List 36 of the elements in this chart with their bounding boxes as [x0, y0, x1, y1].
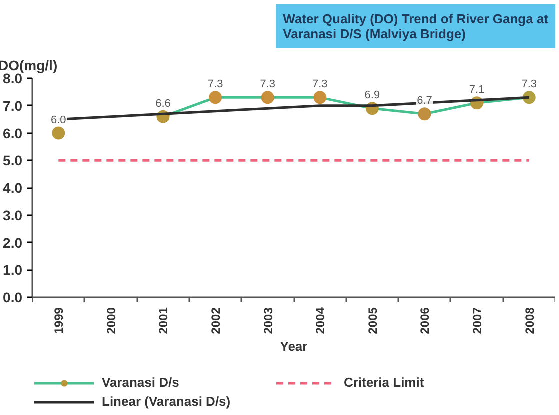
data-label: 6.6: [156, 98, 171, 110]
y-tick-label: 1.0: [3, 262, 23, 278]
legend-label: Criteria Limit: [344, 375, 426, 390]
x-axis-title: Year: [280, 339, 308, 354]
data-label: 7.3: [312, 78, 328, 91]
x-tick-label: 1999: [52, 307, 66, 334]
x-tick-label: 2002: [209, 307, 224, 334]
y-tick-label: 7.0: [3, 98, 23, 114]
data-label: 6.9: [364, 90, 380, 102]
data-label: 7.3: [260, 78, 276, 91]
point: [418, 108, 432, 121]
point: [209, 91, 222, 104]
legend-label: Linear (Varanasi D/s): [102, 394, 232, 409]
point: [52, 126, 66, 140]
x-tick-label: 2003: [261, 307, 276, 334]
point: [314, 91, 327, 104]
y-tick-label: 5.0: [3, 152, 23, 169]
x-tick-label: 2007: [470, 307, 485, 334]
y-tick-label: 3.0: [3, 207, 23, 224]
y-tick-label: 2.0: [3, 234, 23, 251]
x-tick-label: 2008: [522, 307, 537, 334]
chart-title: Water Quality (DO) Trend of River Ganga at Varanasi D/S (Malviya Bridge): [283, 12, 550, 42]
x-tick-label: 2006: [418, 307, 432, 334]
x-tick-label: 2005: [366, 307, 380, 334]
point: [261, 91, 274, 104]
data-label: 7.1: [469, 84, 485, 96]
data-label: 7.3: [522, 78, 537, 91]
y-tick-label: 0.0: [3, 290, 23, 306]
y-tick-label: 6.0: [3, 125, 23, 142]
legend-label: Varanasi D/s: [102, 375, 180, 390]
y-tick-label: 4.0: [3, 180, 23, 196]
x-tick-label: 2004: [314, 307, 328, 334]
x-tick-label: 2000: [104, 307, 118, 334]
data-label: 7.3: [208, 78, 224, 91]
data-label: 6.7: [417, 95, 432, 108]
x-tick-label: 2001: [156, 307, 171, 334]
